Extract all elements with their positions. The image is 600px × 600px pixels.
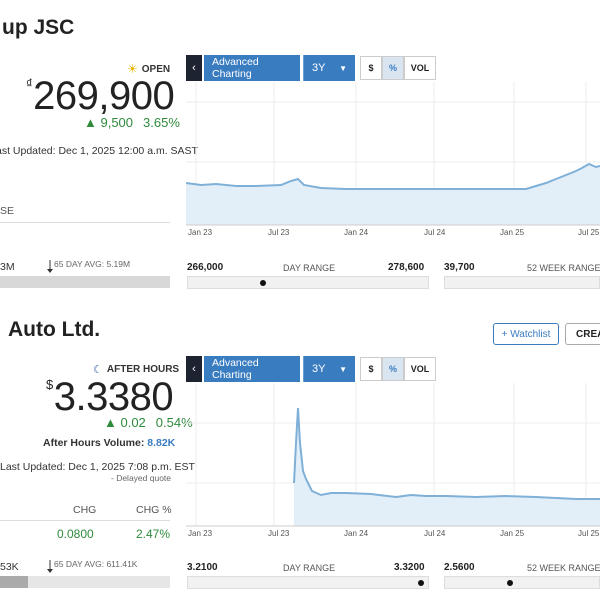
chart-area-fill [294, 408, 600, 526]
chevron-down-icon: ▼ [339, 364, 347, 374]
toggle-percent[interactable]: % [382, 357, 404, 381]
stock2-after-hours-volume: After Hours Volume: 8.82K [43, 437, 176, 449]
x-label: Jul 23 [268, 529, 290, 538]
stock2-change: ▲ 0.02 0.54% [104, 415, 193, 430]
stock1-status: ☀ OPEN [127, 62, 171, 76]
toggle-volume[interactable]: VOL [404, 56, 436, 80]
stock2-day-range-label: DAY RANGE [283, 563, 336, 573]
stock2-52wk-low: 2.5600 [444, 562, 475, 573]
stock1-last-updated: ast Updated: Dec 1, 2025 12:00 a.m. SAST [0, 145, 198, 157]
toggle-dollar[interactable]: $ [360, 56, 382, 80]
stock2-52wk-range-label: 52 WEEK RANGE [527, 563, 600, 573]
stock1-change: ▲ 9,500 3.65% [84, 115, 180, 130]
stock1-x-axis: Jan 23 Jul 23 Jan 24 Jul 24 Jan 25 Jul 2… [186, 228, 600, 240]
x-label: Jul 23 [268, 228, 290, 237]
stock1-volume: 3M [0, 261, 15, 273]
x-label: Jan 24 [344, 529, 369, 538]
avg-marker-icon [47, 560, 53, 579]
stock2-chgpct-value: 2.47% [136, 527, 171, 541]
x-label: Jan 24 [344, 228, 369, 237]
stock2-avg-volume: 65 DAY AVG: 611.41K [54, 559, 138, 569]
stock2-chg-value: 0.0800 [57, 527, 94, 541]
toggle-percent[interactable]: % [382, 56, 404, 80]
day-range-marker [418, 580, 424, 586]
advanced-charting-button[interactable]: Advanced Charting [204, 356, 300, 382]
chevron-down-icon: ▼ [339, 63, 347, 73]
x-label: Jan 25 [500, 529, 525, 538]
add-watchlist-button[interactable]: + Watchlist [493, 323, 559, 345]
stock2-day-high: 3.3200 [394, 562, 425, 573]
stock1-title: up JSC [2, 16, 75, 39]
toggle-dollar[interactable]: $ [360, 357, 382, 381]
advanced-charting-button[interactable]: Advanced Charting [204, 55, 300, 81]
x-label: Jul 24 [424, 529, 446, 538]
stock2-price: $3.3380 [46, 375, 174, 419]
stock1-volume-bar [0, 276, 170, 288]
avg-marker-icon [47, 260, 53, 279]
chart-prev-button[interactable]: ‹ [186, 356, 202, 382]
create-alert-button[interactable]: CREA [565, 323, 600, 345]
currency-symbol: $ [46, 377, 53, 392]
stock2-status: ☾ AFTER HOURS [93, 364, 180, 376]
chart-price-line [293, 407, 600, 500]
stock1-52wk-range-label: 52 WEEK RANGE [527, 263, 600, 273]
stock2-day-low: 3.2100 [187, 562, 218, 573]
stock2-last-updated: Last Updated: Dec 1, 2025 7:08 p.m. EST [0, 461, 195, 473]
stock2-chgpct-header: CHG % [136, 504, 172, 516]
stock2-price-chart[interactable] [186, 383, 600, 541]
after-hours-volume-link[interactable]: 8.82K [147, 437, 176, 449]
range-select[interactable]: 3Y ▼ [303, 356, 355, 382]
stock1-avg-volume: 65 DAY AVG: 5.19M [54, 259, 131, 269]
day-range-track [187, 576, 429, 589]
stock1-day-range-label: DAY RANGE [283, 263, 336, 273]
x-label: Jan 23 [188, 228, 213, 237]
day-range-track [187, 276, 429, 289]
x-label: Jul 25 [578, 228, 600, 237]
chart-area-fill [186, 164, 600, 225]
toggle-volume[interactable]: VOL [404, 357, 436, 381]
divider [0, 222, 170, 223]
stock2-delayed-note: - Delayed quote [111, 473, 172, 483]
stock1-day-high: 278,600 [388, 262, 425, 273]
stock2-volume: 53K [0, 561, 19, 573]
x-label: Jul 25 [578, 529, 600, 538]
52wk-range-track [444, 576, 600, 589]
chart-prev-button[interactable]: ‹ [186, 55, 202, 81]
stock2-title: Auto Ltd. [8, 318, 101, 341]
currency-symbol: ₫ [26, 76, 33, 91]
sun-icon: ☀ [127, 62, 138, 76]
stock1-52wk-low: 39,700 [444, 262, 475, 273]
x-label: Jan 25 [500, 228, 525, 237]
52wk-range-marker [507, 580, 513, 586]
chart-price-line [186, 162, 600, 190]
stock1-price: ₫269,900 [26, 74, 175, 118]
day-range-marker [260, 280, 266, 286]
x-label: Jul 24 [424, 228, 446, 237]
stock2-volume-bar [0, 576, 170, 588]
stock1-price-chart[interactable] [186, 82, 600, 240]
range-select[interactable]: 3Y ▼ [303, 55, 355, 81]
stock2-chg-header: CHG [73, 504, 97, 516]
stock2-x-axis: Jan 23 Jul 23 Jan 24 Jul 24 Jan 25 Jul 2… [186, 529, 600, 541]
x-label: Jan 23 [188, 529, 213, 538]
52wk-range-track [444, 276, 600, 289]
divider [0, 520, 170, 521]
stock1-day-low: 266,000 [187, 262, 224, 273]
moon-icon: ☾ [93, 364, 103, 376]
stock1-partial-label: SE [0, 205, 15, 217]
